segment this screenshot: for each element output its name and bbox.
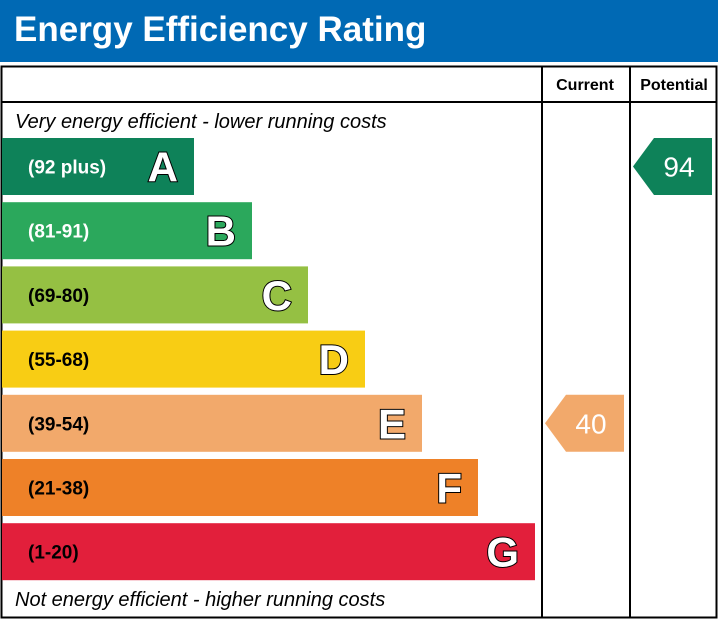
band-d-letter: D <box>319 336 349 383</box>
chart-frame <box>0 65 718 619</box>
band-g-letter: G <box>486 529 519 576</box>
current-rating-value: 40 <box>575 408 606 439</box>
potential-column-header: Potential <box>640 77 708 94</box>
band-e <box>2 394 422 452</box>
current-column-header: Current <box>556 77 614 94</box>
band-g-range: (1-20) <box>28 543 79 564</box>
potential-rating-arrow <box>633 138 712 195</box>
band-g <box>2 523 535 581</box>
band-d-range: (55-68) <box>28 350 89 371</box>
top-note: Very energy efficient - lower running co… <box>15 111 387 133</box>
bottom-note: Not energy efficient - higher running co… <box>15 589 385 611</box>
band-c <box>2 266 308 324</box>
band-c-letter: C <box>262 272 292 319</box>
band-d <box>2 330 365 388</box>
potential-rating-value: 94 <box>663 152 694 183</box>
band-b-letter: B <box>206 208 236 255</box>
band-a-range: (92 plus) <box>28 158 106 179</box>
header-bar: Energy Efficiency Rating <box>0 0 718 62</box>
band-b <box>2 202 252 260</box>
band-e-letter: E <box>378 400 406 447</box>
band-c-range: (69-80) <box>28 286 89 307</box>
band-b-range: (81-91) <box>28 222 89 243</box>
band-f <box>2 459 478 516</box>
current-rating-arrow <box>545 394 624 452</box>
page-title: Energy Efficiency Rating <box>14 10 427 49</box>
rating-bands: (92 plus) A (81-91) B (69-80) C (55-68) D (39-54… <box>2 138 535 581</box>
band-f-range: (21-38) <box>28 479 89 500</box>
band-f-letter: F <box>436 465 462 512</box>
band-e-range: (39-54) <box>28 414 89 435</box>
band-a <box>2 138 194 195</box>
rating-arrows: 40 94 <box>545 138 712 452</box>
band-a-letter: A <box>148 144 178 191</box>
